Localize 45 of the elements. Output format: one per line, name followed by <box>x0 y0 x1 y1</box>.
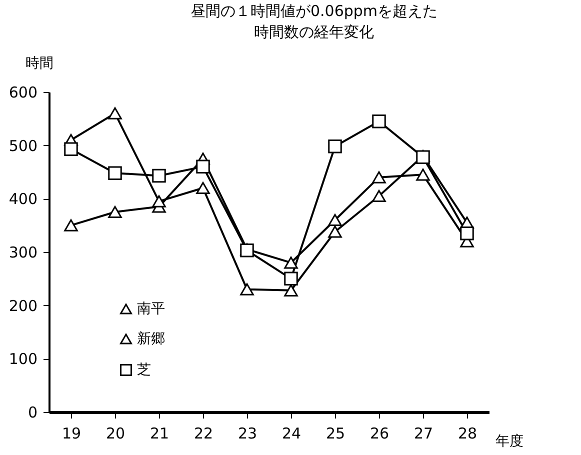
y-tick-label: 0 <box>28 404 38 422</box>
x-axis-title: 年度 <box>496 434 524 450</box>
point <box>196 182 210 194</box>
point <box>372 171 386 184</box>
x-tick-label: 22 <box>194 424 214 442</box>
legend-label: 南平 <box>137 301 165 317</box>
point <box>328 226 342 238</box>
point <box>284 272 298 286</box>
point <box>108 206 122 218</box>
point <box>152 195 166 208</box>
legend-label: 新郷 <box>137 331 165 347</box>
point <box>240 283 254 296</box>
x-tick-label: 27 <box>414 424 434 442</box>
x-tick-label: 19 <box>62 424 82 442</box>
point <box>372 190 386 202</box>
y-tick-label: 300 <box>8 244 38 262</box>
y-tick-label: 400 <box>8 190 38 208</box>
y-tick-label: 100 <box>8 350 38 368</box>
x-tick-label: 23 <box>238 424 258 442</box>
x-tick-label: 20 <box>106 424 126 442</box>
point <box>372 114 386 128</box>
text: 昼間の１時間値が0.06ppmを超えた <box>190 2 438 20</box>
point <box>284 284 298 296</box>
point <box>284 256 298 269</box>
point <box>108 166 122 180</box>
x-tick-label: 26 <box>370 424 390 442</box>
y-tick-label: 500 <box>8 136 38 155</box>
point <box>460 226 474 240</box>
point <box>64 219 78 232</box>
x-tick-label: 28 <box>458 424 478 442</box>
y-axis-title: 時間 <box>26 56 54 72</box>
point <box>108 107 122 120</box>
point <box>328 214 342 226</box>
point <box>196 160 210 174</box>
point <box>64 142 78 156</box>
text: 時間数の経年変化 <box>254 23 374 41</box>
x-tick-label: 21 <box>150 424 170 442</box>
x-tick-label: 25 <box>326 424 346 442</box>
legend-label: 芝 <box>137 362 151 378</box>
point <box>416 168 430 181</box>
point <box>328 140 342 154</box>
y-tick-label: 200 <box>8 296 38 315</box>
y-tick-label: 600 <box>8 84 38 102</box>
point <box>152 168 166 183</box>
x-tick-label: 24 <box>282 424 302 442</box>
